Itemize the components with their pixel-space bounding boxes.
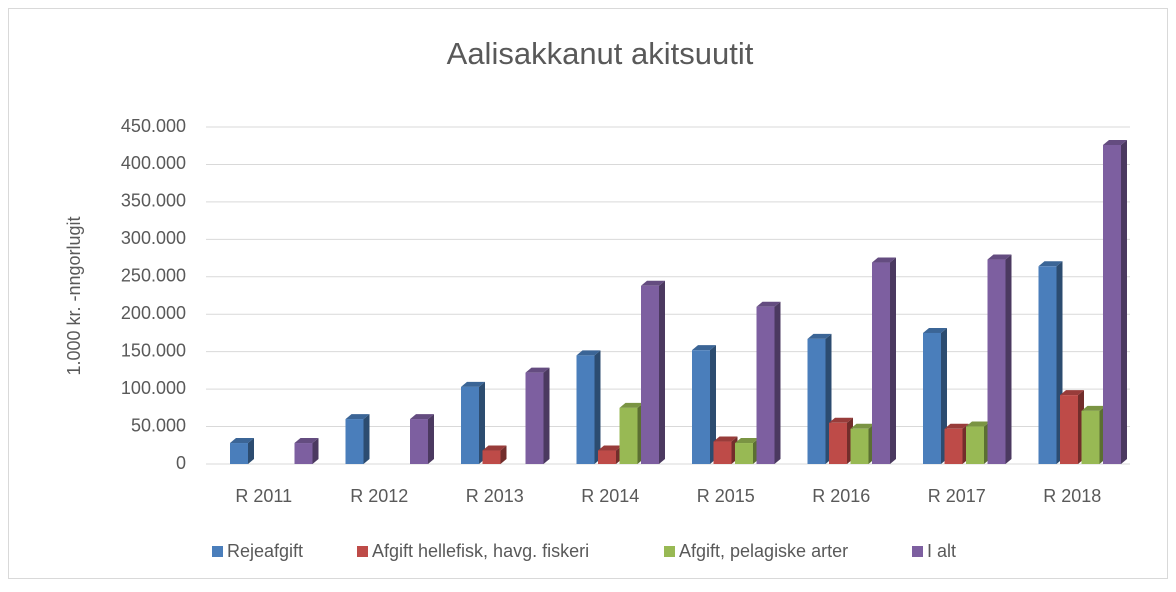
bar-top [735,438,759,444]
legend-label: Afgift, pelagiske arter [679,541,848,561]
bar-side [1005,254,1012,464]
bar-top [619,402,644,408]
bar-top [345,414,370,420]
x-tick-label: R 2011 [235,486,292,506]
bar-side [543,367,550,464]
legend-label: Rejeafgift [227,541,303,561]
bar-top [944,423,969,429]
y-tick-label: 100.000 [121,378,186,398]
bar-top [966,421,990,427]
bar-top [461,381,485,387]
bar [966,426,984,464]
y-tick-label: 250.000 [121,266,186,286]
bar-top [923,327,947,333]
bar-side [774,301,781,464]
bar [576,355,595,464]
x-tick-label: R 2016 [812,486,870,506]
legend-swatch [212,546,223,557]
bar-side [710,345,716,464]
bar-top [756,301,781,307]
y-tick-label: 400.000 [121,153,186,173]
bar-side [428,414,434,464]
y-tick-label: 300.000 [121,228,186,248]
bar-side [479,381,485,464]
bar [525,372,544,464]
bar [482,450,501,464]
bar [619,407,638,464]
bar [756,306,775,464]
bar [923,332,941,464]
bar-top [713,436,738,442]
bar [1103,144,1121,464]
bar-side [312,438,319,464]
bar [345,419,364,464]
bar-top [829,417,853,423]
bar [410,419,428,464]
bar [230,443,248,464]
y-tick-label: 150.000 [121,340,186,360]
bar-top [1038,261,1063,267]
x-tick-label: R 2017 [928,486,986,506]
y-tick-label: 200.000 [121,303,186,323]
bar-side [1121,139,1127,464]
bar-top [410,414,434,420]
legend-swatch [357,546,368,557]
bar [692,350,710,464]
bar [641,285,659,464]
bar-side [890,257,896,464]
bar [1081,410,1100,464]
x-tick-label: R 2013 [466,486,524,506]
bar-top [576,350,601,356]
y-axis-label: 1.000 kr. -nngorlugit [64,216,84,375]
bar [461,386,479,464]
chart-border [8,8,1168,579]
bar-top [1081,405,1106,411]
bar-top [692,345,716,351]
bar [944,428,963,464]
bar-top [850,423,875,429]
legend-label: I alt [927,541,956,561]
y-tick-label: 450.000 [121,116,186,136]
x-tick-label: R 2012 [350,486,408,506]
bar-side [248,438,254,464]
bar-top [482,445,507,451]
bar [987,259,1006,464]
bar [1038,266,1057,464]
y-tick-label: 50.000 [131,415,186,435]
bar [807,338,826,464]
bar-top [807,333,832,339]
legend-swatch [912,546,923,557]
bar [829,422,847,464]
bar-top [641,280,665,286]
bar [872,262,890,464]
bar-side [659,280,665,464]
bar-top [987,254,1012,260]
bar [735,443,753,464]
bar [1060,395,1078,464]
bar-top [294,438,319,444]
bar-top [1103,139,1127,145]
bar-top [872,257,896,263]
bar [598,450,616,464]
bar-side [594,350,601,464]
x-tick-label: R 2015 [697,486,755,506]
bar [713,441,732,464]
y-tick-label: 350.000 [121,191,186,211]
bar-top [598,445,622,451]
y-tick-label: 0 [176,453,186,473]
bar-top [230,438,254,444]
bar-side [363,414,370,464]
bar-side [500,445,507,464]
x-tick-label: R 2014 [581,486,639,506]
bar-top [1060,390,1084,396]
x-tick-label: R 2018 [1043,486,1101,506]
bar [850,428,869,464]
bar [294,443,313,464]
legend-label: Afgift hellefisk, havg. fiskeri [372,541,589,561]
legend-swatch [664,546,675,557]
bar-top [525,367,550,373]
chart-title: Aalisakkanut akitsuutit [447,36,754,71]
